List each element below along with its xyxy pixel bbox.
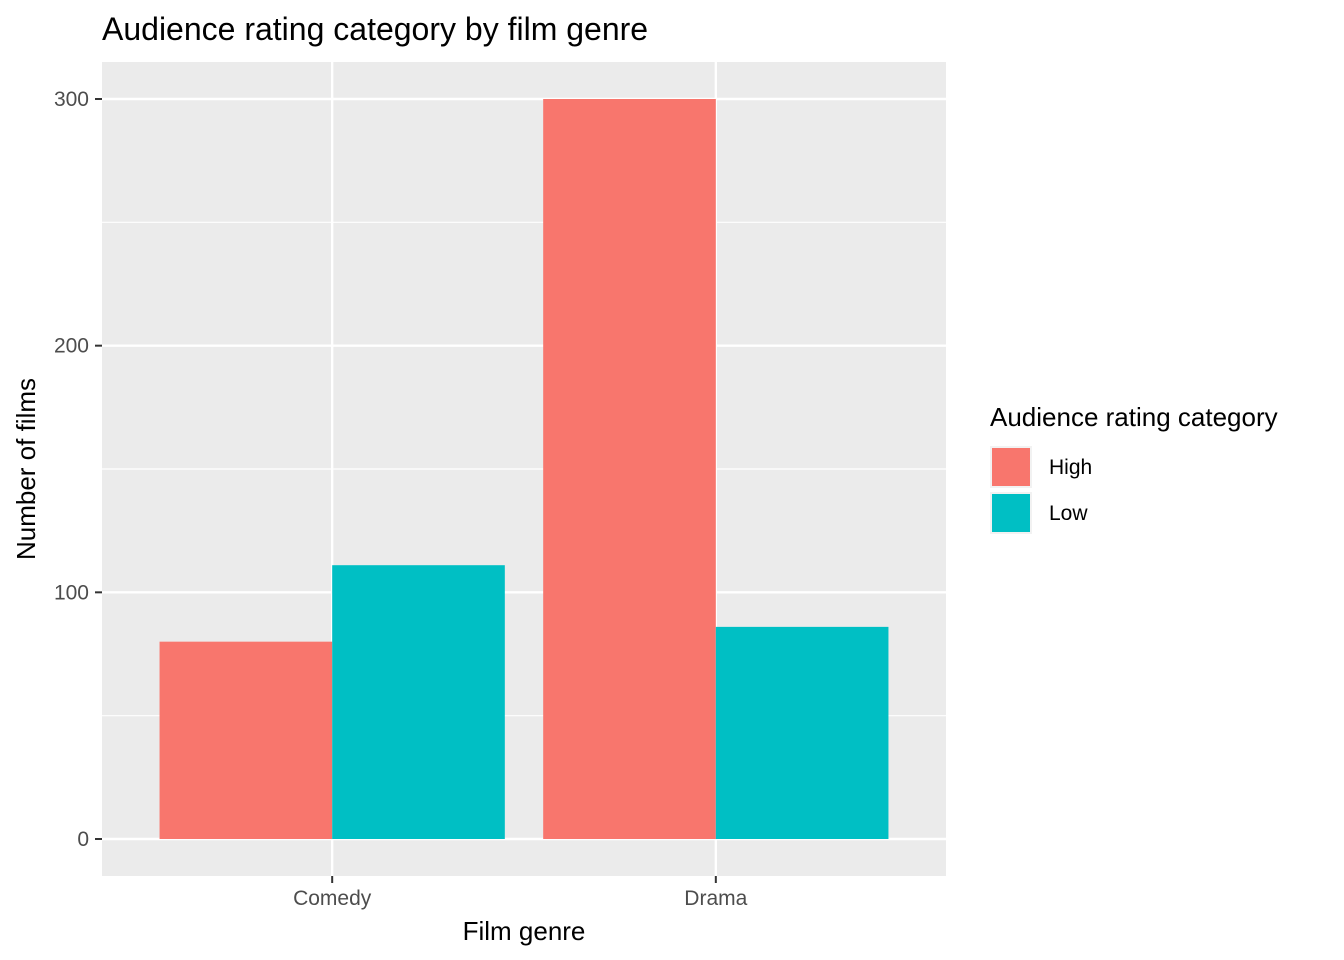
bar-high-drama — [543, 99, 716, 839]
legend-swatch-high — [992, 448, 1030, 486]
legend-swatch-low — [992, 494, 1030, 532]
x-tick-label: Comedy — [293, 887, 372, 910]
x-tick-label: Drama — [684, 887, 747, 910]
chart-title: Audience rating category by film genre — [102, 11, 648, 47]
x-axis-title: Film genre — [463, 916, 586, 946]
y-tick-label: 300 — [54, 88, 89, 111]
y-tick-label: 0 — [77, 828, 89, 851]
legend: Audience rating category High Low — [990, 402, 1278, 534]
y-tick-label: 200 — [54, 335, 89, 358]
bars — [159, 99, 889, 839]
y-axis-title: Number of films — [11, 378, 41, 560]
y-axis: 0 100 200 300 — [54, 88, 102, 851]
y-tick-label: 100 — [54, 581, 89, 604]
bar-low-comedy — [332, 565, 505, 839]
legend-label-high: High — [1049, 456, 1092, 479]
x-axis: Comedy Drama — [293, 876, 748, 910]
legend-label-low: Low — [1049, 502, 1088, 525]
bar-high-comedy — [159, 641, 333, 839]
bar-low-drama — [715, 626, 889, 839]
legend-title: Audience rating category — [990, 402, 1278, 432]
